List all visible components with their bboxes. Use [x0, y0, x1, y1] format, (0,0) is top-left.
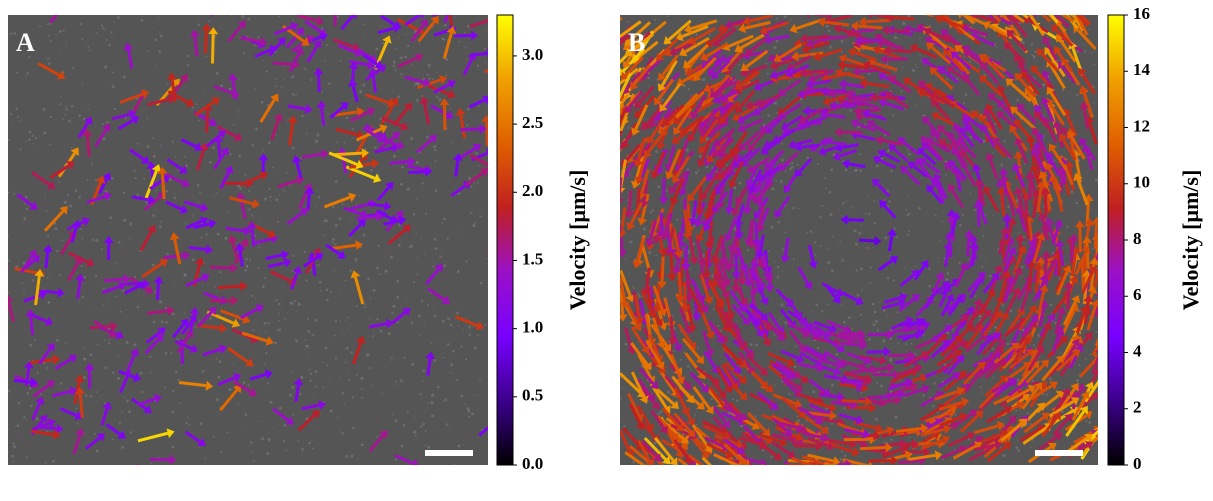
colorbar-tick-label: 14: [1133, 60, 1151, 79]
colorbar-tick-label: 4: [1133, 341, 1142, 360]
colorbar: [1107, 14, 1125, 466]
colorbar-tick-label: 12: [1133, 116, 1150, 135]
colorbar-label: Velocity [μm/s]: [565, 170, 590, 311]
panel: A 0.0 0.5 1.0 1.5 2.0 2.5 3.0 Velocity [μm/s]: [8, 14, 590, 473]
colorbar-tick-label: 2: [1133, 398, 1142, 417]
colorbar-tick-label: 1.5: [522, 249, 543, 268]
colorbar-tick-label: 0.5: [522, 386, 543, 405]
colorbar-tick-label: 10: [1133, 173, 1150, 192]
colorbar-tick-label: 6: [1133, 285, 1142, 304]
colorbar-label: Velocity [μm/s]: [1178, 170, 1203, 311]
colorbar-tick-label: 2.5: [522, 113, 543, 132]
vector-field: [620, 15, 1098, 465]
colorbar-tick-label: 16: [1133, 4, 1150, 23]
colorbar-tick-label: 3.0: [522, 45, 543, 64]
panel: B 0 2 4 6 8 10 12 14 16 Velocity [μm/s]: [620, 4, 1203, 473]
colorbar-tick-label: 0: [1133, 454, 1142, 473]
panel-label: B: [628, 28, 645, 57]
scale-bar: [425, 450, 473, 456]
colorbar-tick-label: 1.0: [522, 318, 543, 337]
colorbar-tick-label: 2.0: [522, 181, 543, 200]
colorbar: [496, 14, 514, 466]
scale-bar: [1035, 450, 1083, 456]
panel-label: A: [16, 28, 35, 57]
colorbar-tick-label: 0.0: [522, 454, 543, 473]
colorbar-tick-label: 8: [1133, 229, 1142, 248]
vector-field: [8, 15, 488, 465]
